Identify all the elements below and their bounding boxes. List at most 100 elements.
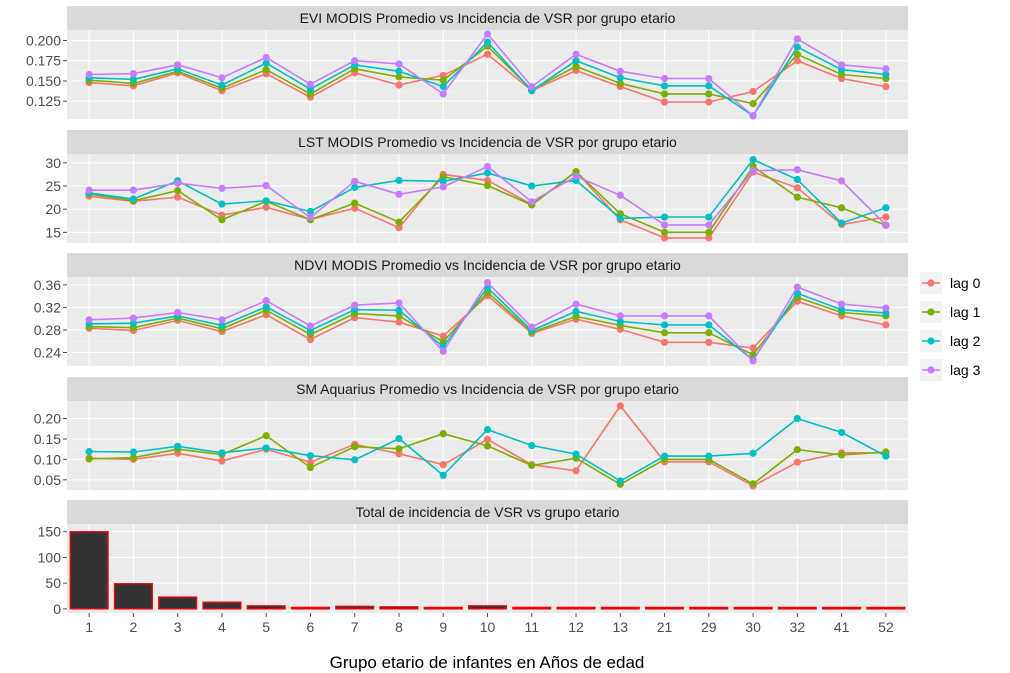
- data-point: [395, 176, 403, 185]
- bar: [689, 606, 729, 610]
- data-point: [838, 306, 846, 314]
- x-axis: Grupo etario de infantes en Años de edad…: [85, 613, 894, 672]
- data-point: [395, 81, 403, 89]
- data-point: [262, 444, 270, 452]
- x-tick-label: 41: [834, 619, 850, 635]
- bar: [512, 606, 552, 610]
- y-tick-label: 0.32: [34, 299, 61, 315]
- data-point: [483, 181, 492, 190]
- legend-point: [927, 337, 935, 345]
- bar: [733, 606, 773, 610]
- data-point: [262, 181, 270, 190]
- legend-item: lag 1: [920, 301, 981, 323]
- y-tick-label: 0.175: [26, 53, 61, 69]
- y-tick-label: 0.24: [34, 344, 61, 360]
- x-tick-label: 13: [613, 619, 629, 635]
- data-point: [306, 335, 315, 344]
- data-point: [174, 61, 182, 69]
- bar: [600, 606, 640, 610]
- data-point: [395, 434, 403, 443]
- panel-strip: [67, 377, 908, 401]
- y-tick-label: 0.28: [34, 322, 61, 338]
- data-point: [882, 304, 890, 312]
- data-point: [129, 186, 137, 194]
- data-point: [705, 74, 713, 83]
- data-point: [483, 30, 492, 38]
- data-point: [660, 213, 669, 221]
- data-point: [306, 80, 315, 88]
- y-tick-label: 100: [38, 549, 62, 565]
- data-point: [483, 50, 492, 58]
- data-point: [395, 299, 403, 307]
- data-point: [85, 70, 93, 79]
- bar: [158, 596, 198, 610]
- data-point: [838, 219, 846, 227]
- data-point: [660, 98, 669, 106]
- data-point: [882, 221, 890, 229]
- data-point: [483, 425, 492, 434]
- data-point: [395, 445, 403, 453]
- data-point: [572, 172, 580, 180]
- panel-5: Total de incidencia de VSR vs grupo etar…: [38, 500, 908, 617]
- x-tick-label: 9: [439, 619, 447, 635]
- legend-item: lag 3: [920, 359, 981, 381]
- data-point: [262, 432, 270, 440]
- x-tick-label: 8: [395, 619, 403, 635]
- y-tick-label: 0: [53, 601, 61, 617]
- data-point: [793, 50, 801, 58]
- data-point: [749, 112, 757, 120]
- data-point: [882, 213, 890, 221]
- data-point: [705, 452, 713, 460]
- data-point: [749, 344, 757, 352]
- data-point: [174, 179, 182, 187]
- y-tick-label: 15: [45, 224, 61, 240]
- y-tick-label: 0.15: [34, 431, 61, 447]
- data-point: [85, 455, 93, 463]
- x-tick-label: 52: [878, 619, 894, 635]
- data-point: [660, 338, 669, 346]
- series-lag-3: [85, 162, 890, 229]
- panel-title: NDVI MODIS Promedio vs Incidencia de VSR…: [294, 257, 681, 273]
- x-tick-label: 1: [85, 619, 93, 635]
- data-point: [572, 50, 580, 58]
- data-point: [262, 203, 270, 211]
- legend-point: [927, 366, 935, 374]
- x-tick-label: 29: [701, 619, 717, 635]
- x-axis-title: Grupo etario de infantes en Años de edad: [330, 653, 645, 672]
- data-point: [838, 428, 846, 437]
- data-point: [395, 190, 403, 198]
- y-tick-label: 0.125: [26, 93, 61, 109]
- data-point: [528, 441, 536, 450]
- chart-panels: EVI MODIS Promedio vs Incidencia de VSR …: [26, 6, 908, 617]
- data-point: [528, 198, 536, 206]
- data-point: [218, 449, 226, 457]
- data-point: [793, 445, 801, 454]
- panel-title: SM Aquarius Promedio vs Incidencia de VS…: [296, 381, 679, 397]
- legend-item: lag 2: [920, 330, 981, 352]
- data-point: [306, 322, 315, 330]
- panel-title: EVI MODIS Promedio vs Incidencia de VSR …: [300, 10, 676, 26]
- data-point: [351, 199, 359, 207]
- data-point: [439, 177, 447, 185]
- y-tick-label: 0.200: [26, 33, 61, 49]
- bar: [379, 606, 419, 610]
- data-point: [616, 191, 624, 199]
- data-point: [395, 73, 403, 81]
- panel-title: LST MODIS Promedio vs Incidencia de VSR …: [298, 134, 677, 150]
- data-point: [395, 218, 403, 226]
- data-point: [660, 90, 669, 98]
- data-point: [351, 301, 359, 309]
- data-point: [262, 66, 270, 74]
- data-point: [572, 300, 580, 308]
- data-point: [660, 321, 669, 329]
- bar: [246, 605, 286, 610]
- data-point: [483, 435, 492, 443]
- data-point: [483, 38, 492, 46]
- data-point: [882, 65, 890, 73]
- data-point: [838, 300, 846, 308]
- data-point: [882, 70, 890, 79]
- x-tick-label: 7: [351, 619, 359, 635]
- bar: [866, 606, 906, 610]
- data-point: [351, 183, 359, 191]
